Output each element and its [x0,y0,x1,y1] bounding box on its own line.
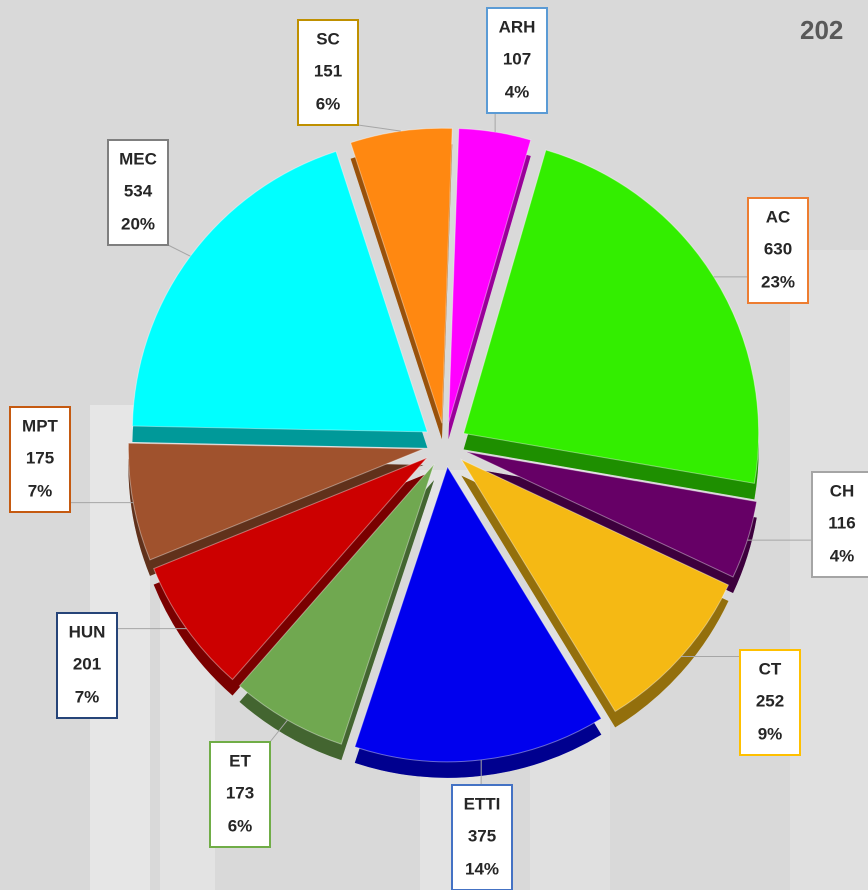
label-percent: 7% [75,687,100,706]
label-box [297,19,359,126]
label-percent: 6% [228,816,253,835]
label-percent: 4% [830,546,855,565]
label-category: MPT [22,416,59,435]
label-category: ET [229,751,251,770]
slice [460,458,730,713]
label-value: 175 [26,448,54,467]
slice [153,457,428,681]
label-percent: 20% [121,214,155,233]
label-category: CH [830,481,855,500]
leader-line [357,124,401,132]
label-box [107,139,169,246]
label-box [209,741,271,848]
label-box [747,197,809,304]
label-value: 252 [756,691,784,710]
label-category: MEC [119,149,157,168]
label-percent: 14% [465,859,499,878]
slice [238,463,435,745]
label-percent: 4% [505,82,530,101]
label-value: 151 [314,61,342,80]
label-box [486,7,548,114]
label-category: ETTI [464,794,501,813]
label-category: SC [316,29,340,48]
leader-line [167,244,191,257]
label-box [56,612,118,719]
chart-title: 202 [800,15,843,45]
label-value: 107 [503,49,531,68]
label-percent: 6% [316,94,341,113]
label-value: 116 [828,513,855,532]
label-value: 375 [468,826,496,845]
label-value: 534 [124,181,153,200]
leader-line [269,719,288,743]
label-percent: 23% [761,272,795,291]
label-category: ARH [499,17,536,36]
label-category: AC [766,207,791,226]
slice [463,149,760,484]
label-box [739,649,801,756]
label-box [451,784,513,890]
label-box [9,406,71,513]
slice [127,442,424,561]
label-value: 630 [764,239,792,258]
label-value: 173 [226,783,254,802]
label-category: CT [759,659,782,678]
label-percent: 9% [758,724,783,743]
label-value: 201 [73,654,101,673]
label-category: HUN [69,622,106,641]
label-percent: 7% [28,481,53,500]
label-box [811,471,868,578]
